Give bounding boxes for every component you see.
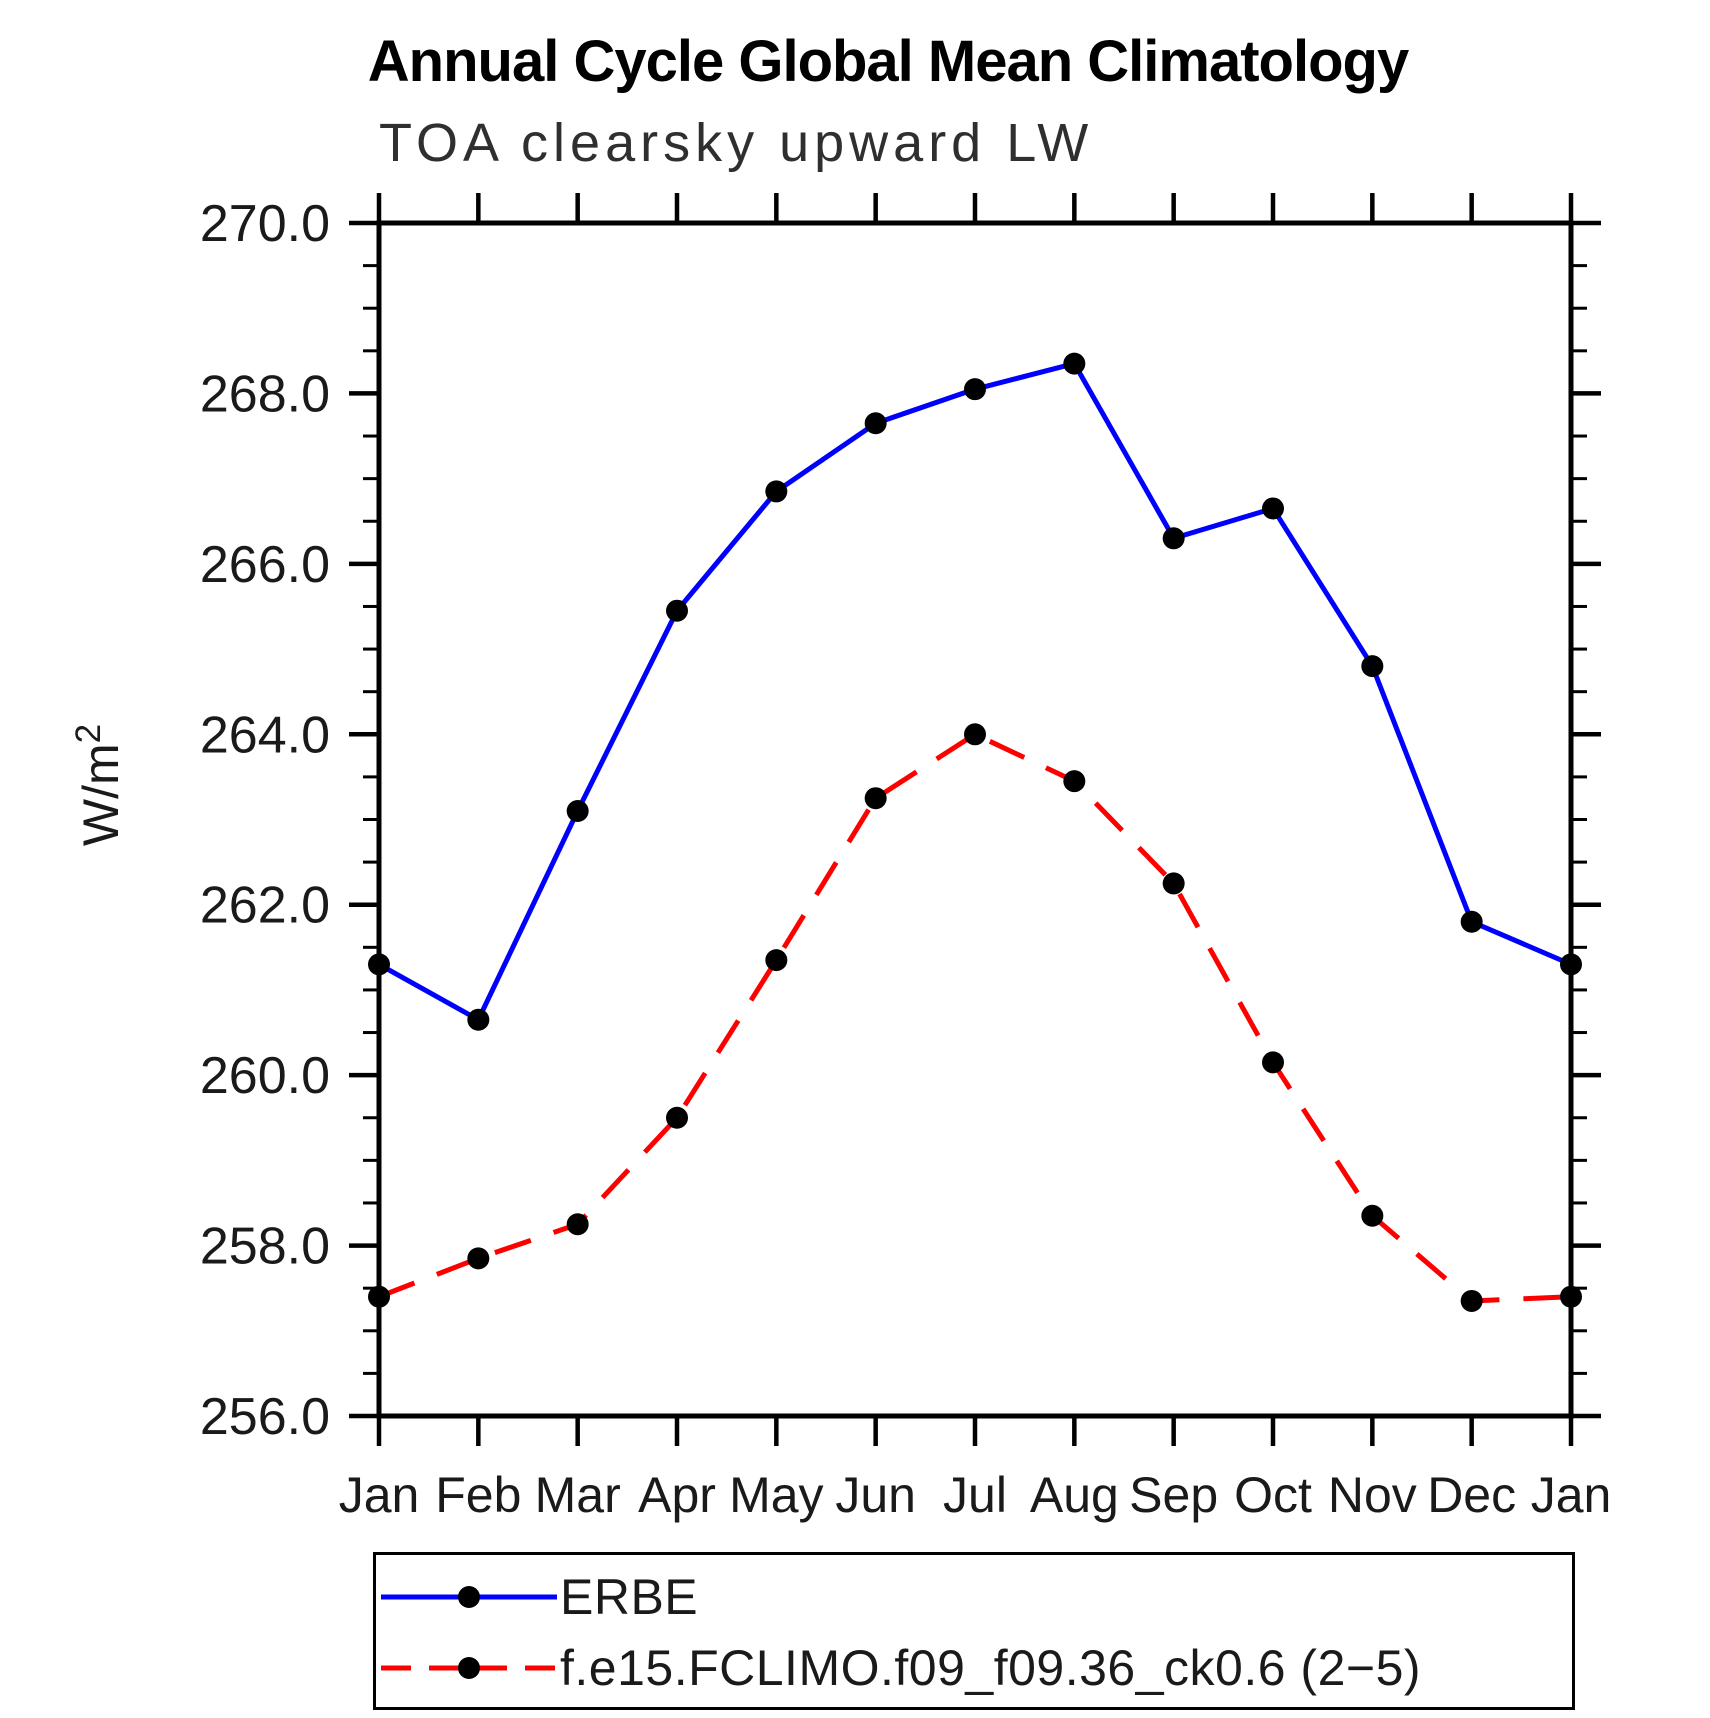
svg-text:May: May [729, 1467, 823, 1523]
legend-line-sample-solid [381, 1586, 557, 1608]
svg-text:264.0: 264.0 [200, 706, 330, 764]
svg-text:256.0: 256.0 [200, 1388, 330, 1446]
legend-label-model: f.e15.FCLIMO.f09_f09.36_ck0.6 (2−5) [560, 1640, 1422, 1696]
chart-subtitle: TOA clearsky upward LW [379, 113, 1094, 173]
svg-text:Mar: Mar [535, 1467, 621, 1523]
svg-text:Nov: Nov [1328, 1467, 1417, 1523]
svg-text:Jun: Jun [835, 1467, 916, 1523]
legend-item-erbe: ERBE [381, 1565, 1572, 1629]
svg-text:Jan: Jan [1531, 1467, 1612, 1523]
legend-line-sample-dashed [381, 1657, 557, 1679]
svg-text:270.0: 270.0 [200, 195, 330, 253]
svg-text:Feb: Feb [435, 1467, 521, 1523]
chart-title: Annual Cycle Global Mean Climatology [367, 29, 1409, 94]
legend-item-model: f.e15.FCLIMO.f09_f09.36_ck0.6 (2−5) [381, 1636, 1572, 1700]
legend: ERBE f.e15.FCLIMO.f09_f09.36_ck0.6 (2−5) [373, 1552, 1575, 1710]
svg-text:Dec: Dec [1427, 1467, 1516, 1523]
svg-text:260.0: 260.0 [200, 1047, 330, 1105]
svg-text:258.0: 258.0 [200, 1218, 330, 1276]
svg-text:Sep: Sep [1129, 1467, 1218, 1523]
svg-text:Jul: Jul [943, 1467, 1007, 1523]
svg-text:Jan: Jan [339, 1467, 420, 1523]
legend-label-erbe: ERBE [560, 1569, 699, 1625]
svg-text:W/m2: W/m2 [69, 724, 129, 846]
svg-text:Apr: Apr [638, 1467, 716, 1523]
svg-text:268.0: 268.0 [200, 365, 330, 423]
svg-text:Aug: Aug [1030, 1467, 1119, 1523]
svg-text:262.0: 262.0 [200, 877, 330, 935]
svg-text:266.0: 266.0 [200, 536, 330, 594]
svg-text:Oct: Oct [1234, 1467, 1312, 1523]
